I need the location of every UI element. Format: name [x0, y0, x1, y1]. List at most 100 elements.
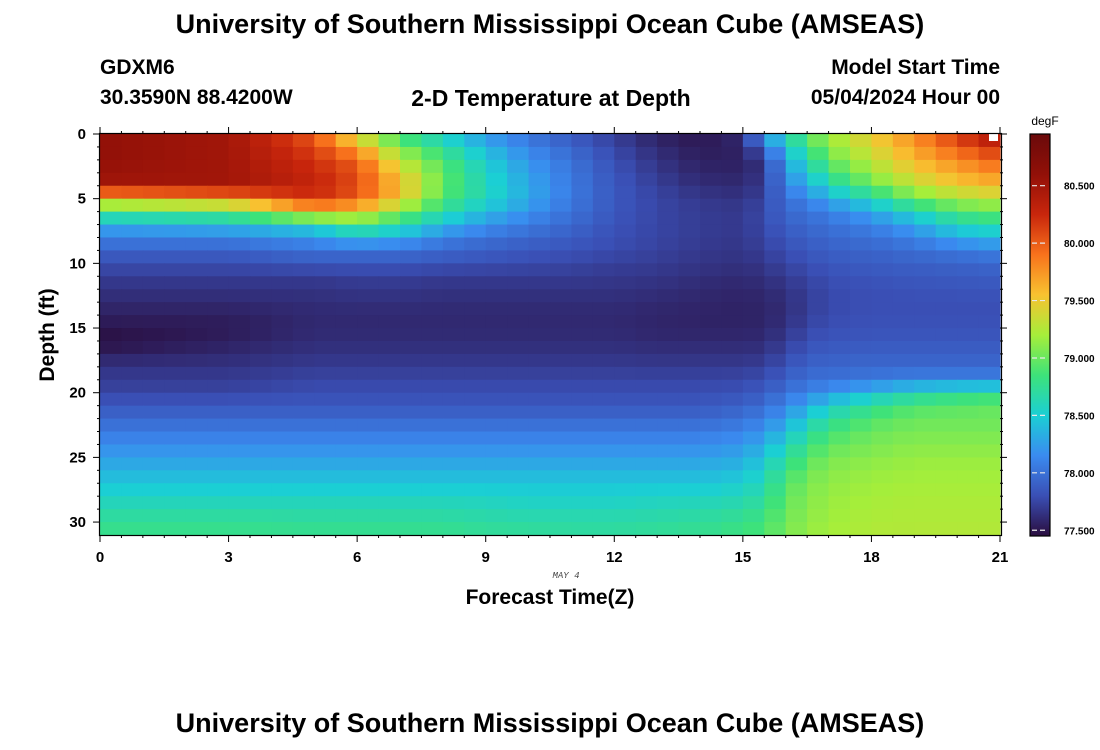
heatmap-cell	[207, 185, 230, 200]
heatmap-cell	[892, 392, 915, 407]
heatmap-cell	[614, 276, 637, 290]
heatmap-cell	[785, 340, 808, 355]
heatmap-cell	[592, 483, 615, 497]
heatmap-cell	[700, 224, 723, 239]
heatmap-cell	[464, 496, 487, 510]
heatmap-cell	[421, 366, 444, 381]
heatmap-cell	[207, 470, 230, 484]
heatmap-cell	[592, 134, 615, 148]
heatmap-cell	[378, 250, 401, 264]
heatmap-cell	[142, 431, 165, 446]
heatmap-cell	[785, 509, 808, 523]
heatmap-cell	[528, 250, 551, 264]
heatmap-cell	[142, 237, 165, 252]
heatmap-cell	[142, 134, 165, 148]
heatmap-cell	[850, 198, 873, 213]
heatmap-cell	[228, 211, 251, 226]
heatmap-cell	[850, 237, 873, 252]
heatmap-cell	[507, 250, 530, 264]
heatmap-cell	[914, 431, 937, 446]
heatmap-cell	[378, 134, 401, 148]
heatmap-cell	[164, 328, 187, 342]
heatmap-cell	[657, 353, 680, 368]
heatmap-cell	[678, 198, 701, 213]
heatmap-cell	[357, 211, 380, 226]
heatmap-cell	[121, 483, 144, 497]
heatmap-cell	[871, 444, 894, 458]
heatmap-cell	[742, 457, 765, 471]
heatmap-cell	[828, 276, 851, 290]
heatmap-cell	[142, 392, 165, 407]
heatmap-cell	[571, 483, 594, 497]
heatmap-cell	[228, 340, 251, 355]
heatmap-cell	[785, 392, 808, 407]
heatmap-cell	[764, 418, 787, 433]
heatmap-cell	[357, 237, 380, 252]
heatmap-cell	[271, 263, 294, 277]
heatmap-cell	[485, 392, 508, 407]
heatmap-cell	[250, 263, 273, 277]
heatmap-cell	[378, 224, 401, 239]
heatmap-cell	[592, 509, 615, 523]
heatmap-cell	[785, 470, 808, 484]
heatmap-cell	[914, 250, 937, 264]
heatmap-cell	[314, 353, 337, 368]
heatmap-cell	[100, 302, 123, 316]
heatmap-cell	[871, 289, 894, 303]
heatmap-cell	[807, 289, 830, 303]
heatmap-cell	[164, 224, 187, 239]
heatmap-cell	[871, 366, 894, 381]
heatmap-cell	[442, 276, 465, 290]
heatmap-cell	[142, 366, 165, 381]
heatmap-cell	[357, 263, 380, 277]
heatmap-cell	[807, 470, 830, 484]
heatmap-cell	[614, 289, 637, 303]
heatmap-cell	[828, 263, 851, 277]
heatmap-cell	[592, 185, 615, 200]
heatmap-cell	[378, 483, 401, 497]
heatmap-cell	[271, 496, 294, 510]
heatmap-cell	[292, 211, 315, 226]
heatmap-cell	[785, 172, 808, 187]
heatmap-cell	[164, 470, 187, 484]
y-tick-label: 15	[69, 320, 86, 337]
date-label: MAY 4	[552, 571, 579, 581]
heatmap-cell	[228, 457, 251, 471]
y-tick-label: 10	[69, 255, 86, 272]
heatmap-cell	[207, 198, 230, 213]
heatmap-cell	[207, 328, 230, 342]
heatmap-cell	[871, 379, 894, 394]
heatmap-cell	[550, 418, 573, 433]
heatmap-cell	[421, 302, 444, 316]
heatmap-cell	[785, 522, 808, 536]
heatmap-cell	[164, 509, 187, 523]
heatmap-cell	[742, 159, 765, 174]
heatmap-cell	[571, 276, 594, 290]
heatmap-cell	[421, 353, 444, 368]
heatmap-cell	[892, 289, 915, 303]
heatmap-cell	[635, 224, 658, 239]
heatmap-cell	[807, 509, 830, 523]
heatmap-cell	[400, 353, 423, 368]
heatmap-cell	[314, 509, 337, 523]
heatmap-cell	[464, 379, 487, 394]
heatmap-cell	[207, 366, 230, 381]
heatmap-cell	[314, 315, 337, 329]
heatmap-cell	[957, 250, 980, 264]
heatmap-cell	[378, 159, 401, 174]
heatmap-cell	[228, 134, 251, 148]
heatmap-cell	[700, 483, 723, 497]
heatmap-cell	[957, 483, 980, 497]
heatmap-cell	[121, 340, 144, 355]
heatmap-cell	[121, 237, 144, 252]
heatmap-cell	[357, 392, 380, 407]
heatmap-cell	[314, 276, 337, 290]
heatmap-cell	[292, 237, 315, 252]
heatmap-cell	[871, 134, 894, 148]
heatmap-cell	[721, 444, 744, 458]
heatmap-cell	[121, 379, 144, 394]
heatmap-cell	[807, 211, 830, 226]
heatmap-cell	[721, 315, 744, 329]
heatmap-cell	[464, 444, 487, 458]
heatmap-cell	[314, 263, 337, 277]
